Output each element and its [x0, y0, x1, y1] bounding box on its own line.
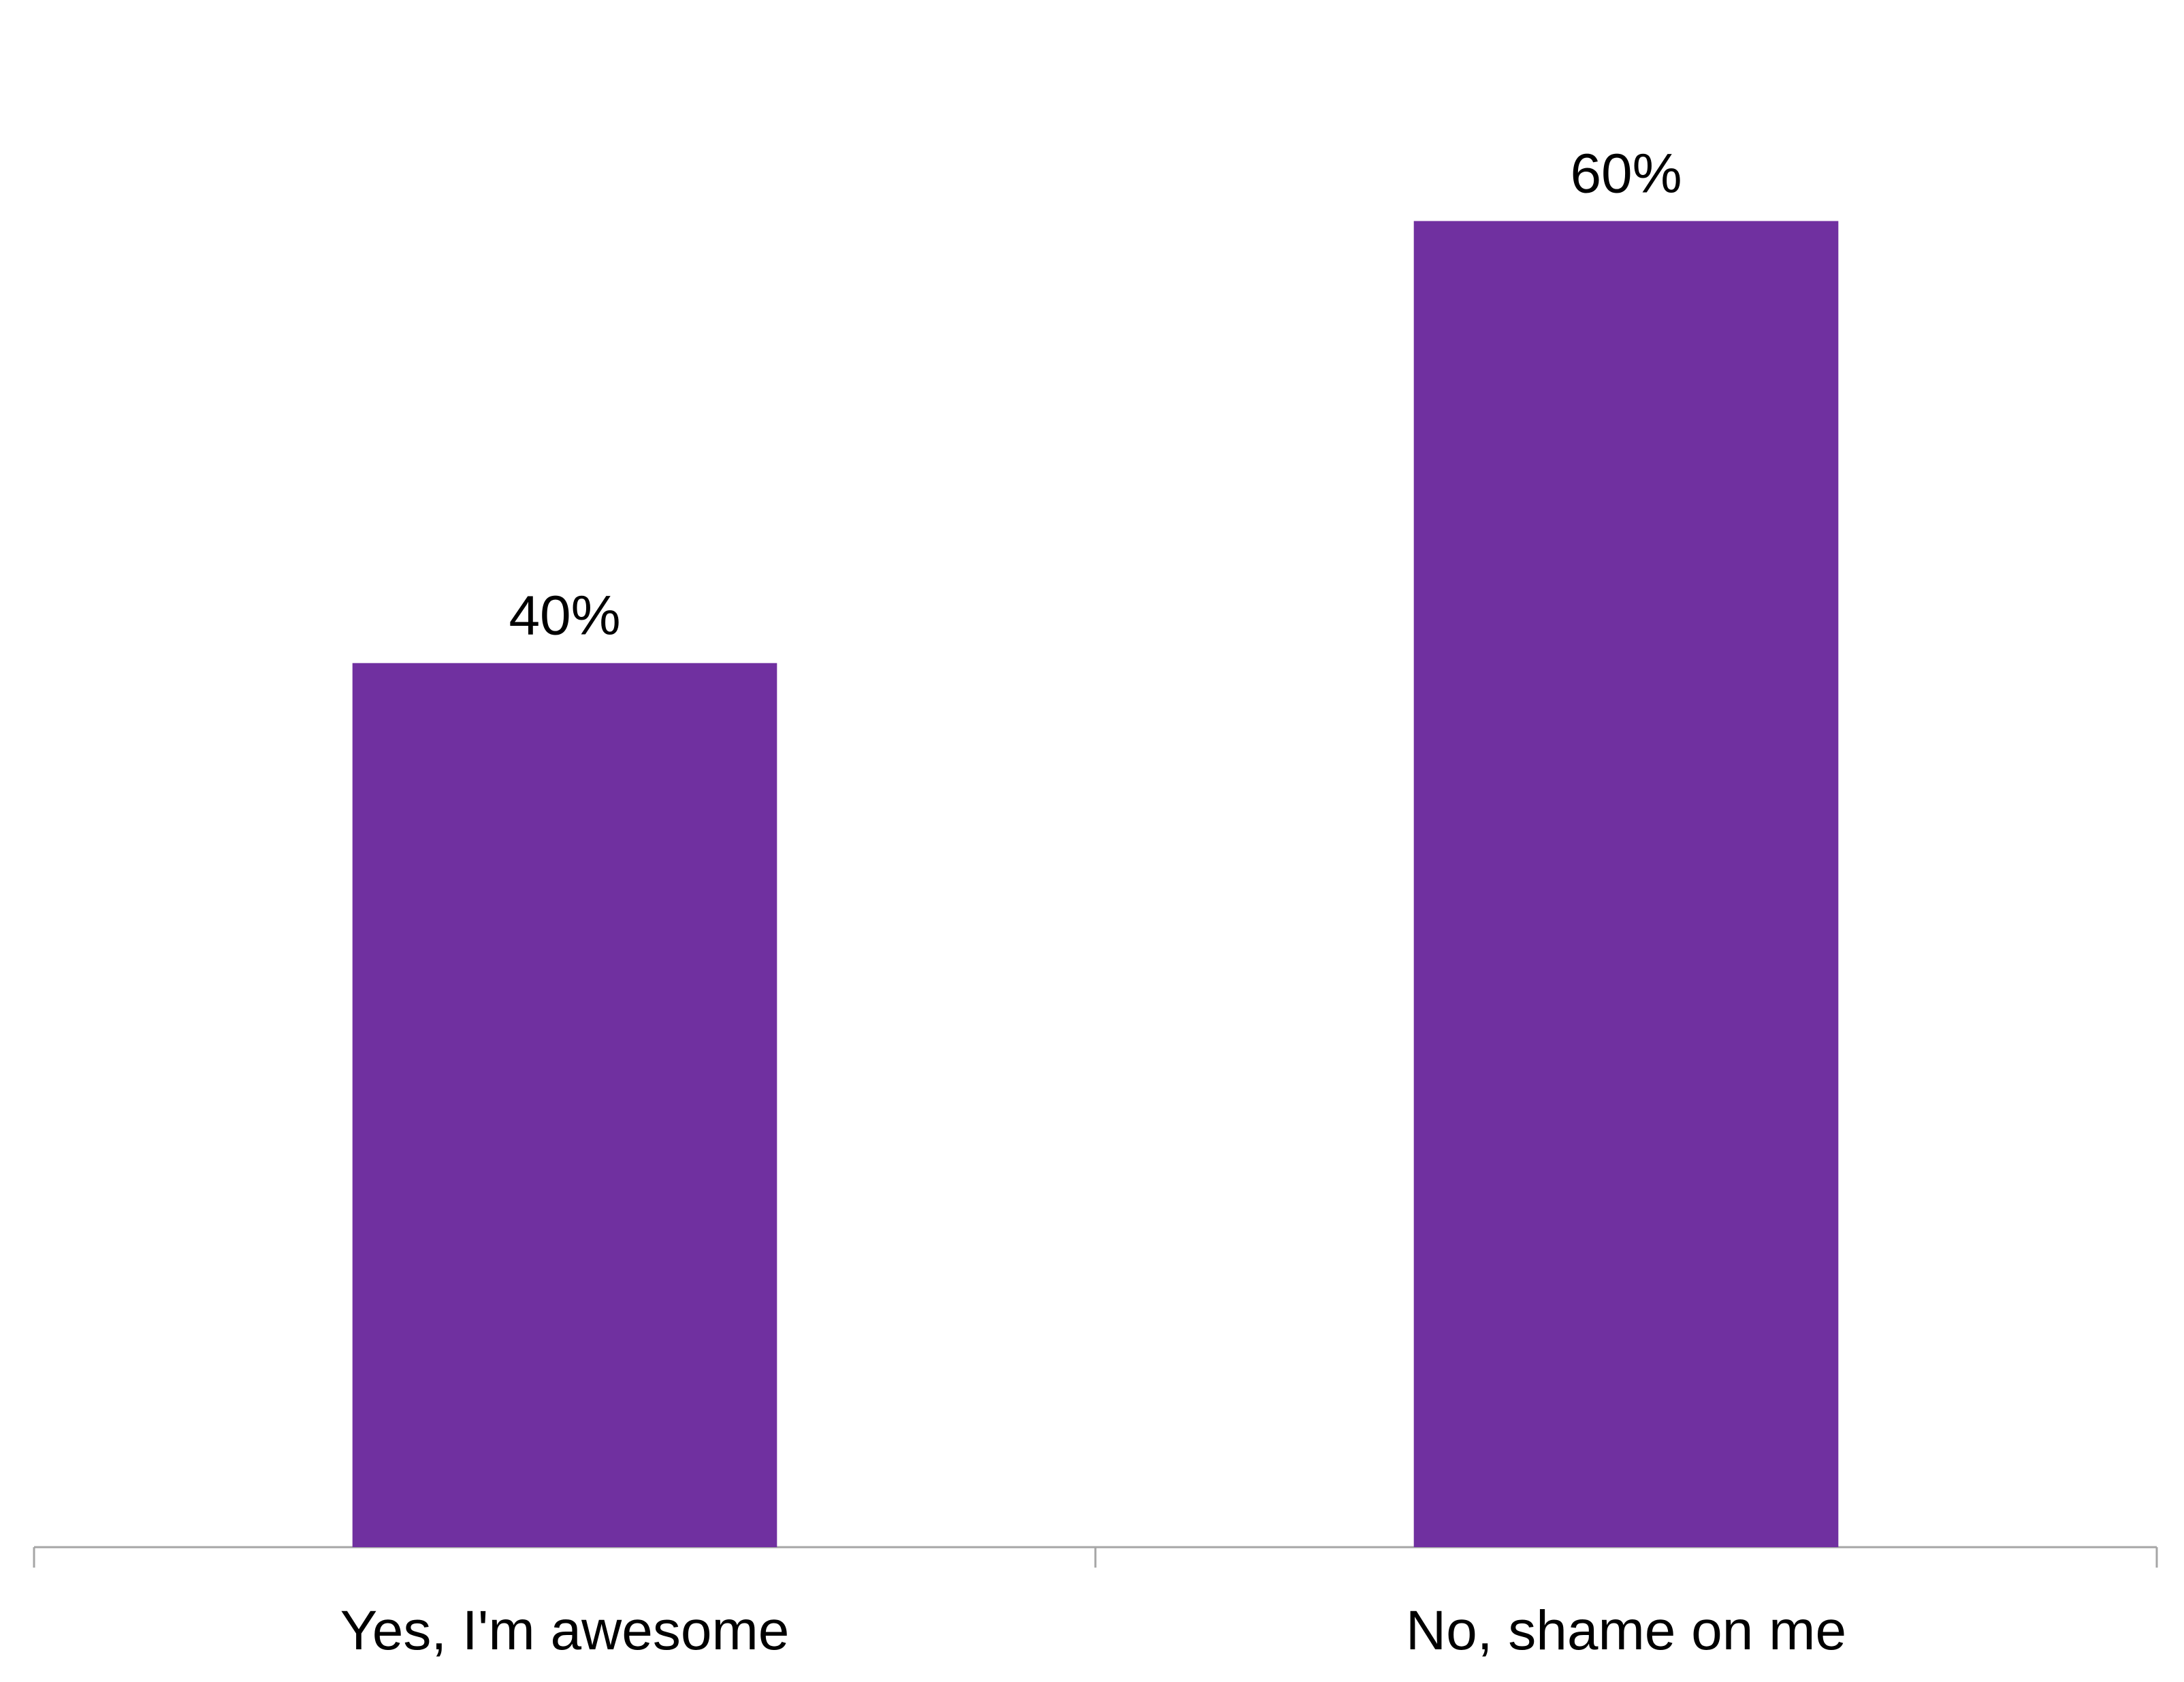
- data-label: 60%: [1570, 143, 1682, 205]
- labels-group: 40% Yes, I'm awesome 60% No, shame on me: [340, 143, 1847, 1662]
- axis-group: [33, 1546, 2158, 1568]
- bars-group: [352, 221, 1839, 1548]
- bar: [352, 663, 777, 1547]
- x-tick-label: No, shame on me: [1406, 1600, 1846, 1662]
- data-label: 40%: [509, 585, 620, 647]
- x-tick-label: Yes, I'm awesome: [340, 1600, 790, 1662]
- bar: [1413, 221, 1839, 1548]
